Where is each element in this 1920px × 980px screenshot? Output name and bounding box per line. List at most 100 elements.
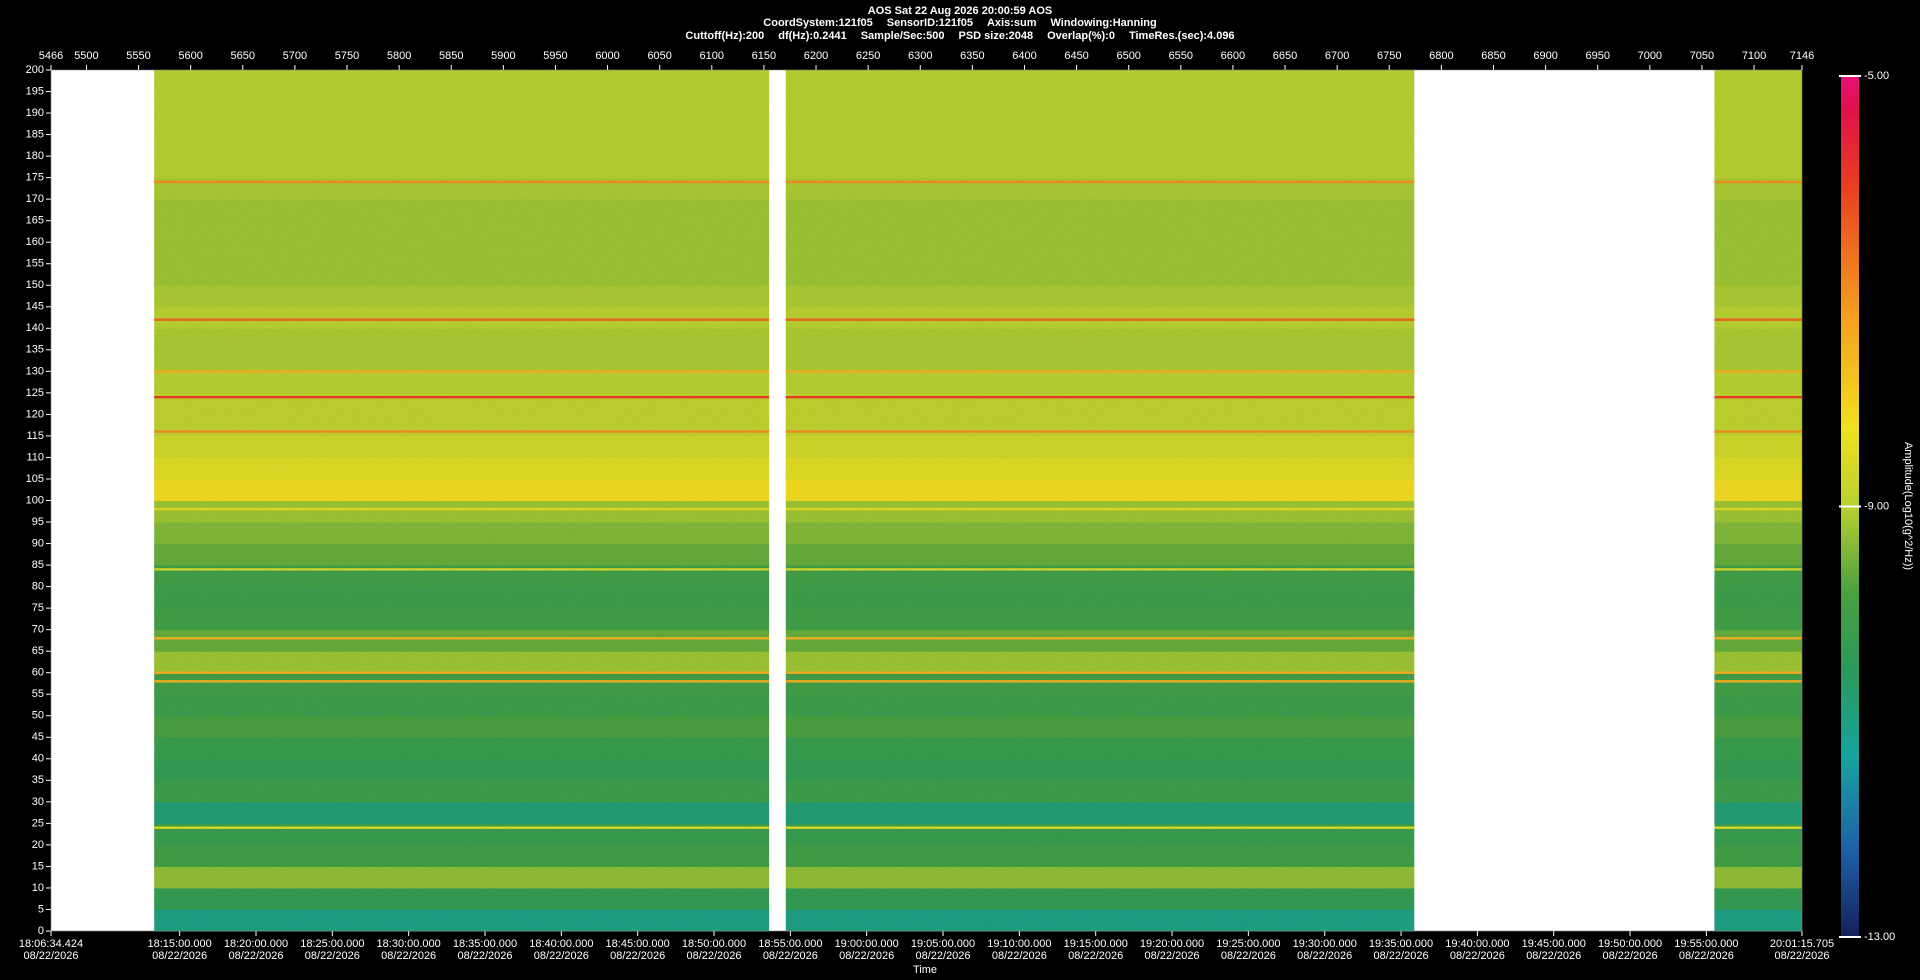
y-tick-label: 30 <box>32 796 44 808</box>
x-tick-label: 6300 <box>908 50 932 62</box>
x-tick-label: 7100 <box>1742 50 1766 62</box>
texture <box>785 70 1415 931</box>
y-tick-label: 35 <box>32 774 44 786</box>
info-field: Cuttoff(Hz):200 <box>685 30 764 42</box>
x-tick-label: 7146 <box>1790 50 1814 62</box>
time-tick-label: 19:15:00.000 <box>1064 938 1128 950</box>
x-tick-label: 6900 <box>1533 50 1557 62</box>
x-tick-label: 5850 <box>439 50 463 62</box>
info-field: PSD size:2048 <box>959 30 1034 42</box>
time-tick-date: 08/22/2026 <box>1603 950 1658 962</box>
x-tick-label: 6800 <box>1429 50 1453 62</box>
y-tick-label: 40 <box>32 753 44 765</box>
x-axis-label: Time <box>913 964 937 976</box>
x-tick-label: 6250 <box>856 50 880 62</box>
x-tick-label: 5700 <box>283 50 307 62</box>
info-field: Windowing:Hanning <box>1050 17 1156 29</box>
time-tick-label: 19:30:00.000 <box>1293 938 1357 950</box>
x-tick-label: 5650 <box>231 50 255 62</box>
time-tick-label: 19:35:00.000 <box>1369 938 1433 950</box>
time-tick-date: 08/22/2026 <box>23 950 78 962</box>
time-tick-label: 18:55:00.000 <box>758 938 822 950</box>
y-tick-label: 145 <box>26 301 44 313</box>
plot-frame <box>50 69 1803 932</box>
info-field: CoordSystem:121f05 <box>763 17 872 29</box>
x-tick-label: 6000 <box>595 50 619 62</box>
colorbar-label: Amplitude(Log10(g^2/Hz)) <box>1902 442 1914 570</box>
y-tick-label: 130 <box>26 365 44 377</box>
y-tick-label: 15 <box>32 860 44 872</box>
time-tick-label: 18:45:00.000 <box>606 938 670 950</box>
time-tick-label: 20:01:15.705 <box>1770 938 1834 950</box>
y-tick-label: 120 <box>26 408 44 420</box>
y-tick-label: 5 <box>38 903 44 915</box>
x-tick-label: 5950 <box>543 50 567 62</box>
x-tick-label: 5550 <box>126 50 150 62</box>
x-tick-label: 5800 <box>387 50 411 62</box>
time-tick-label: 19:05:00.000 <box>911 938 975 950</box>
time-tick-label: 18:15:00.000 <box>148 938 212 950</box>
chart-title: AOS Sat 22 Aug 2026 20:00:59 AOS <box>868 5 1052 17</box>
time-tick-label: 19:20:00.000 <box>1140 938 1204 950</box>
info-field: df(Hz):0.2441 <box>778 30 846 42</box>
time-tick-label: 18:06:34.424 <box>19 938 83 950</box>
time-tick-date: 08/22/2026 <box>228 950 283 962</box>
y-tick-label: 75 <box>32 602 44 614</box>
y-tick-label: 100 <box>26 494 44 506</box>
y-tick-label: 195 <box>26 85 44 97</box>
time-tick-date: 08/22/2026 <box>381 950 436 962</box>
y-tick-label: 155 <box>26 258 44 270</box>
time-tick-date: 08/22/2026 <box>686 950 741 962</box>
y-tick-label: 105 <box>26 473 44 485</box>
y-tick-label: 50 <box>32 710 44 722</box>
y-tick-label: 95 <box>32 516 44 528</box>
y-tick-label: 0 <box>38 925 44 937</box>
y-tick-label: 150 <box>26 279 44 291</box>
time-tick-date: 08/22/2026 <box>1297 950 1352 962</box>
time-tick-label: 18:40:00.000 <box>529 938 593 950</box>
time-tick-label: 19:25:00.000 <box>1216 938 1280 950</box>
y-tick-label: 165 <box>26 215 44 227</box>
y-tick-label: 90 <box>32 537 44 549</box>
y-tick-label: 185 <box>26 128 44 140</box>
colorbar-tick-label: -5.00 <box>1864 70 1889 82</box>
x-tick-label: 6350 <box>960 50 984 62</box>
x-tick-label: 6550 <box>1169 50 1193 62</box>
time-tick-date: 08/22/2026 <box>457 950 512 962</box>
x-tick-label: 5900 <box>491 50 515 62</box>
texture <box>154 70 770 931</box>
y-tick-label: 175 <box>26 172 44 184</box>
time-tick-date: 08/22/2026 <box>915 950 970 962</box>
time-tick-label: 18:50:00.000 <box>682 938 746 950</box>
time-tick-label: 18:20:00.000 <box>224 938 288 950</box>
time-tick-date: 08/22/2026 <box>1145 950 1200 962</box>
y-tick-label: 10 <box>32 882 44 894</box>
info-field: Axis:sum <box>987 17 1037 29</box>
x-tick-label: 5500 <box>74 50 98 62</box>
x-tick-label: 7050 <box>1690 50 1714 62</box>
y-tick-label: 180 <box>26 150 44 162</box>
colorbar-tick-label: -13.00 <box>1864 931 1895 943</box>
colorbar-tick-label: -9.00 <box>1864 500 1889 512</box>
y-tick-label: 85 <box>32 559 44 571</box>
info-line: Cuttoff(Hz):200 df(Hz):0.2441 Sample/Sec:5… <box>685 30 1234 42</box>
time-tick-label: 19:45:00.000 <box>1522 938 1586 950</box>
x-tick-label: 6200 <box>804 50 828 62</box>
info-field: SensorID:121f05 <box>887 17 973 29</box>
x-tick-label: 6450 <box>1064 50 1088 62</box>
time-tick-date: 08/22/2026 <box>534 950 589 962</box>
time-tick-date: 08/22/2026 <box>763 950 818 962</box>
info-field: TimeRes.(sec):4.096 <box>1129 30 1235 42</box>
x-tick-label: 6600 <box>1221 50 1245 62</box>
x-tick-label: 6700 <box>1325 50 1349 62</box>
time-tick-date: 08/22/2026 <box>305 950 360 962</box>
x-tick-label: 6500 <box>1116 50 1140 62</box>
info-field: Sample/Sec:500 <box>861 30 945 42</box>
time-tick-label: 19:10:00.000 <box>987 938 1051 950</box>
y-tick-label: 20 <box>32 839 44 851</box>
y-tick-label: 45 <box>32 731 44 743</box>
y-tick-label: 110 <box>26 451 44 463</box>
y-tick-label: 55 <box>32 688 44 700</box>
